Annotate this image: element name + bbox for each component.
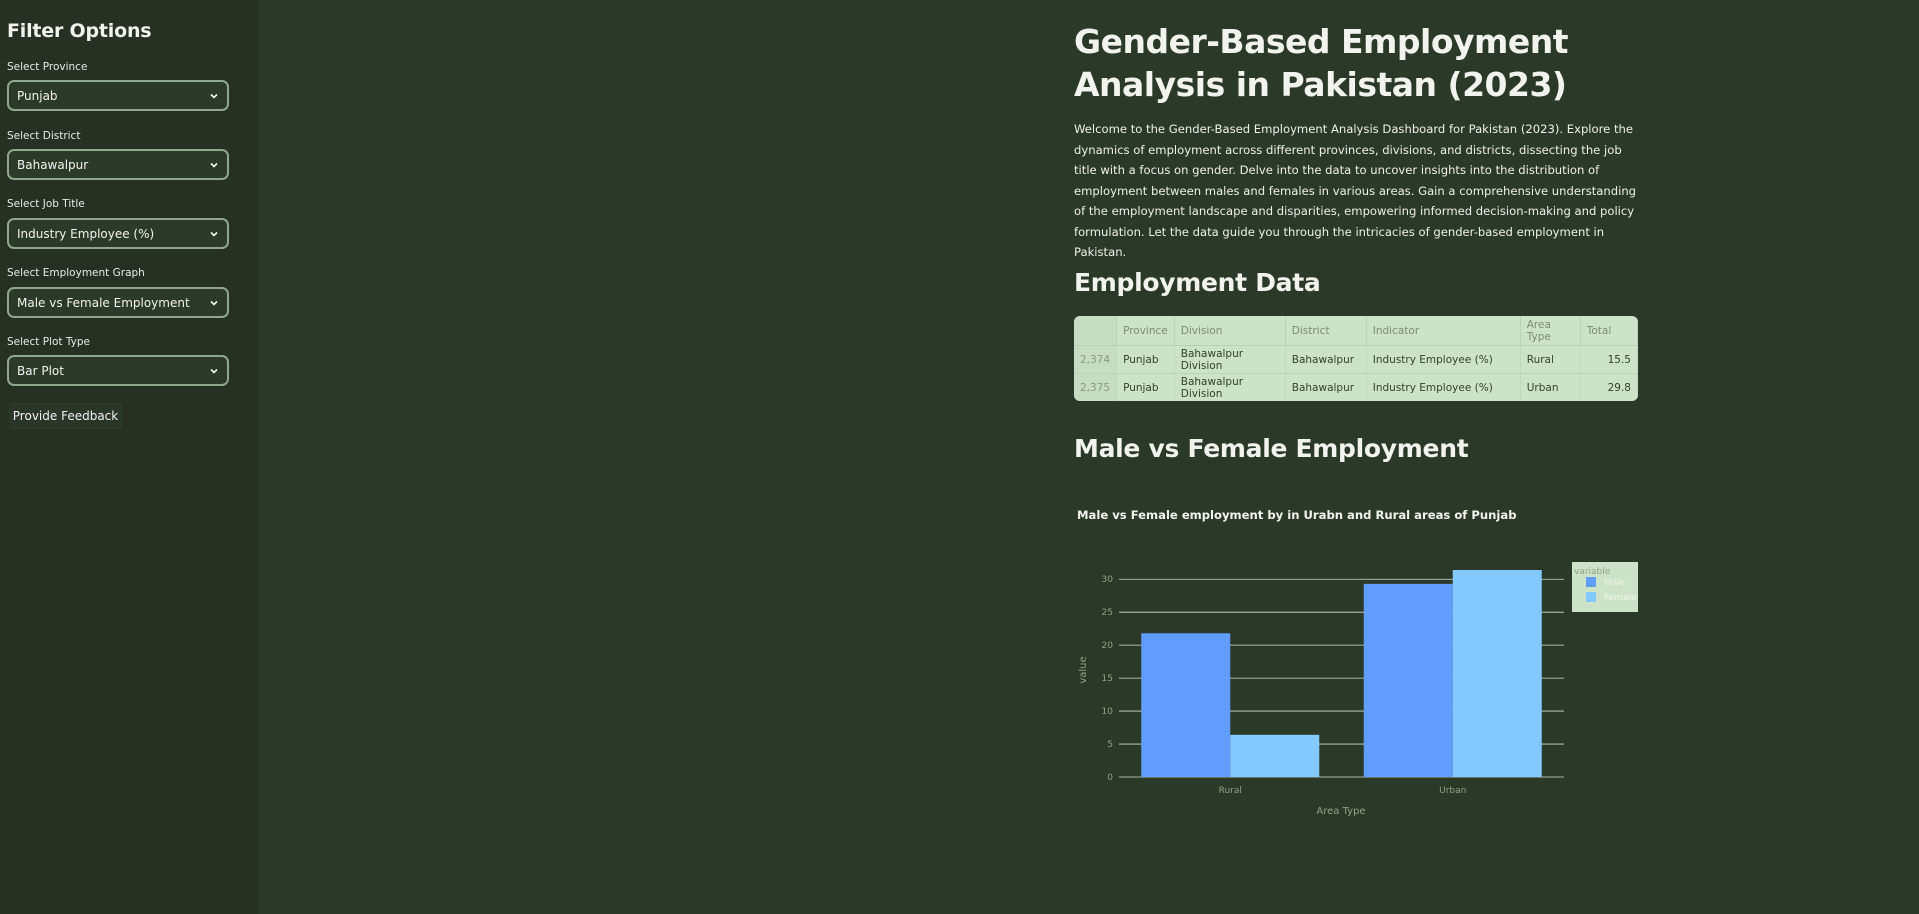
plot-type-value: Bar Plot: [17, 363, 64, 378]
x-tick-label: Urban: [1439, 786, 1466, 796]
district-value: Bahawalpur: [17, 157, 89, 172]
y-tick-label: 25: [1102, 608, 1113, 618]
y-axis-label: value: [1078, 656, 1089, 683]
column-header: [1074, 316, 1118, 346]
column-header[interactable]: Province: [1116, 316, 1175, 346]
table-cell[interactable]: 15.5: [1580, 345, 1638, 374]
provide-feedback-button[interactable]: Provide Feedback: [9, 403, 122, 429]
sidebar: Filter Options Select Province Punjab Se…: [0, 0, 258, 914]
plot-type-label: Select Plot Type: [7, 336, 90, 348]
table-cell[interactable]: Rural: [1520, 345, 1581, 374]
table-cell[interactable]: Bahawalpur Division: [1174, 373, 1286, 401]
graph-value: Male vs Female Employment: [17, 295, 190, 310]
page-title: Gender-Based Employment Analysis in Paki…: [1074, 22, 1569, 104]
y-tick-label: 20: [1102, 641, 1114, 651]
chevron-down-icon: [210, 368, 218, 374]
column-header[interactable]: District: [1285, 316, 1367, 346]
bar-female-urban[interactable]: [1452, 570, 1542, 777]
table-row: 2,374 Punjab Bahawalpur Division Bahawal…: [1074, 345, 1638, 374]
table-cell[interactable]: Punjab: [1116, 373, 1175, 401]
graph-heading: Male vs Female Employment: [1074, 434, 1469, 463]
column-header[interactable]: Division: [1174, 316, 1286, 346]
chevron-down-icon: [210, 162, 218, 168]
employment-data-heading: Employment Data: [1074, 268, 1321, 297]
bar-male-rural[interactable]: [1141, 633, 1231, 777]
table-header-row: Province Division District Indicator Are…: [1074, 316, 1638, 346]
graph-label: Select Employment Graph: [7, 267, 145, 279]
bar-male-urban[interactable]: [1363, 583, 1453, 777]
chevron-down-icon: [210, 93, 218, 99]
y-tick-label: 15: [1102, 674, 1113, 684]
chevron-down-icon: [210, 231, 218, 237]
y-tick-label: 5: [1107, 740, 1113, 750]
legend-swatch: [1586, 592, 1596, 602]
row-index: 2,375: [1074, 373, 1118, 401]
employment-data-table[interactable]: Province Division District Indicator Are…: [1074, 316, 1638, 401]
province-select[interactable]: Punjab: [7, 80, 229, 111]
column-header[interactable]: Indicator: [1366, 316, 1521, 346]
bar-chart[interactable]: 0 5 10 15 20 25 30 Rural Urban value Area Type v…: [1074, 540, 1640, 830]
chart-title: Male vs Female employment by in Urabn an…: [1077, 508, 1517, 522]
graph-select[interactable]: Male vs Female Employment: [7, 287, 229, 318]
job-title-select[interactable]: Industry Employee (%): [7, 218, 229, 249]
bar-female-rural[interactable]: [1230, 734, 1320, 777]
column-header[interactable]: Total: [1580, 316, 1638, 346]
table-cell[interactable]: Bahawalpur: [1285, 345, 1367, 374]
province-label: Select Province: [7, 61, 88, 73]
row-index: 2,374: [1074, 345, 1118, 374]
district-label: Select District: [7, 130, 81, 142]
y-tick-label: 10: [1102, 707, 1114, 717]
chart-legend[interactable]: variable Male Female: [1572, 562, 1638, 612]
table-cell[interactable]: Industry Employee (%): [1366, 373, 1521, 401]
district-select[interactable]: Bahawalpur: [7, 149, 229, 180]
table-row: 2,375 Punjab Bahawalpur Division Bahawal…: [1074, 373, 1638, 401]
x-tick-label: Rural: [1219, 786, 1242, 796]
legend-title: variable: [1574, 567, 1611, 577]
job-title-value: Industry Employee (%): [17, 226, 155, 241]
table-cell[interactable]: Bahawalpur Division: [1174, 345, 1286, 374]
chevron-down-icon: [210, 300, 218, 306]
legend-label[interactable]: Male: [1604, 578, 1626, 588]
x-axis-label: Area Type: [1316, 806, 1365, 817]
y-tick-label: 0: [1107, 773, 1113, 783]
intro-text: Welcome to the Gender-Based Employment A…: [1074, 122, 1637, 259]
job-title-label: Select Job Title: [7, 198, 85, 210]
table-cell[interactable]: Punjab: [1116, 345, 1175, 374]
table-cell[interactable]: Bahawalpur: [1285, 373, 1367, 401]
sidebar-title: Filter Options: [7, 20, 152, 42]
plot-type-select[interactable]: Bar Plot: [7, 355, 229, 386]
province-value: Punjab: [17, 88, 58, 103]
table-cell[interactable]: 29.8: [1580, 373, 1638, 401]
y-tick-label: 30: [1102, 575, 1114, 585]
legend-label[interactable]: Female: [1604, 593, 1637, 603]
column-header[interactable]: Area Type: [1520, 316, 1581, 346]
table-cell[interactable]: Urban: [1520, 373, 1581, 401]
table-cell[interactable]: Industry Employee (%): [1366, 345, 1521, 374]
legend-swatch: [1586, 577, 1596, 587]
